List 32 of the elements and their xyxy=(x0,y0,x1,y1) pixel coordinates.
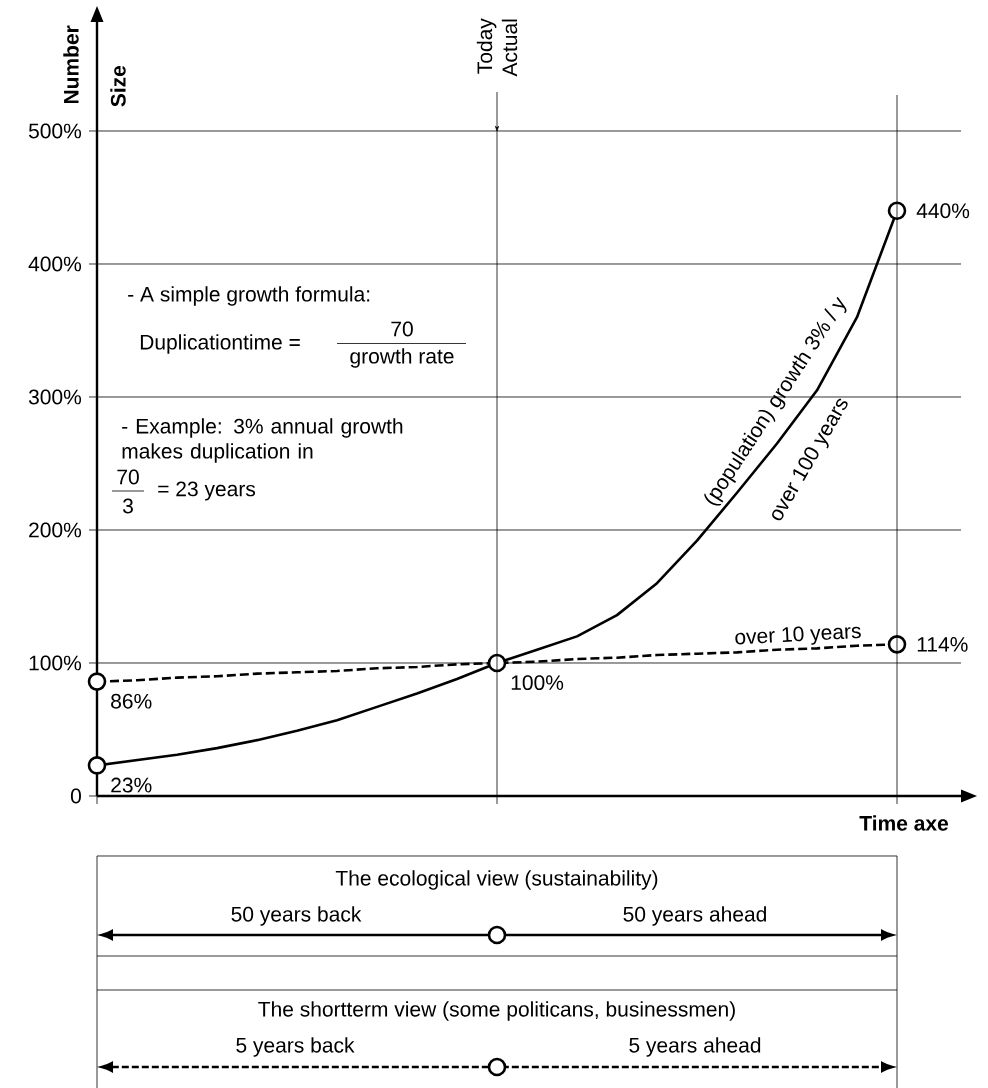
text: 50 years ahead xyxy=(623,906,767,926)
annotation: - A simple growth formula: xyxy=(128,286,370,306)
annotation: = 23 years xyxy=(158,481,256,501)
y-tick-label: 400% xyxy=(28,256,82,272)
y-tick-label: 100% xyxy=(29,655,82,671)
annotation: 70 xyxy=(117,469,139,485)
text: The shortterm view (some politicans, businessmen) xyxy=(258,1001,735,1021)
text: 5 years ahead xyxy=(629,1037,761,1057)
point xyxy=(87,672,107,691)
data-label: 100% xyxy=(511,675,564,691)
series-label: over 10 years xyxy=(735,626,861,645)
data-label: 86% xyxy=(111,693,152,709)
point xyxy=(87,756,107,775)
y-tick-label: 200% xyxy=(29,522,82,538)
data-label: 440% xyxy=(916,203,970,219)
data-label: 114% xyxy=(917,637,968,652)
y-tick-label: 300% xyxy=(28,389,82,405)
x-axis-title: Time axe xyxy=(859,815,949,831)
annotation: growth rate xyxy=(350,348,454,368)
text: 5 years back xyxy=(236,1037,355,1057)
annotation: - Example: 3% annual growth makes duplication in xyxy=(122,418,403,463)
annotation: Today Actual xyxy=(476,18,518,77)
y-tick-label: 0 xyxy=(70,788,81,804)
y-tick-label: 500% xyxy=(28,123,82,139)
text: The ecological view (sustainability) xyxy=(335,870,658,890)
annotation: Size xyxy=(110,65,126,107)
annotation: 3 xyxy=(122,498,133,514)
text: 50 years back xyxy=(231,906,362,926)
annotation: Duplicationtime = xyxy=(140,334,300,354)
y-axis-title: Number xyxy=(63,25,79,104)
annotation: 70 xyxy=(391,321,413,337)
data-label: 23% xyxy=(111,777,152,793)
